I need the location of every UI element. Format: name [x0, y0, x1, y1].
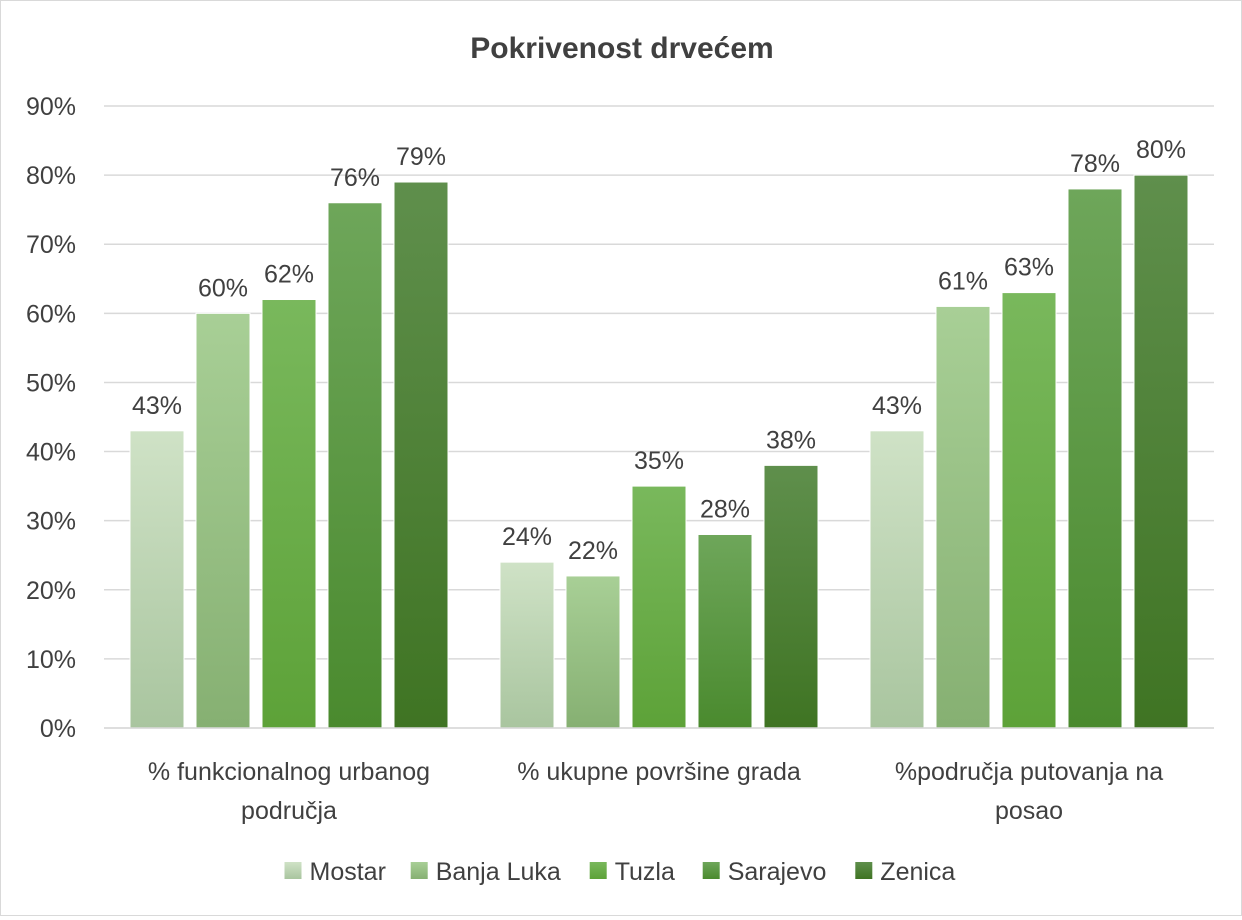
bar-mostar [499, 561, 555, 729]
legend: Mostar Banja Luka Tuzla Sarajevo Zenica [284, 858, 955, 886]
bar-banja-luka [935, 305, 991, 729]
x-axis: % funkcionalnog urbanog područja % ukupne … [104, 727, 1214, 825]
legend-swatch [589, 862, 607, 879]
data-label: 78% [1070, 150, 1120, 178]
legend-item-banja-luka: Banja Luka [410, 858, 561, 886]
y-tick-label: 30% [26, 508, 76, 536]
y-tick-label: 80% [26, 162, 76, 190]
legend-label: Mostar [310, 858, 386, 886]
chart-title: Pokrivenost drvećem [470, 32, 773, 65]
data-label: 80% [1136, 136, 1186, 164]
bar-sarajevo [1067, 188, 1123, 729]
data-label: 22% [568, 537, 618, 565]
data-label: 61% [938, 267, 988, 295]
y-tick-label: 60% [26, 300, 76, 328]
bar-banja-luka [565, 575, 621, 729]
bar-tuzla [1001, 292, 1057, 729]
legend-swatch [284, 862, 302, 879]
x-category-label: % ukupne površine grada [517, 758, 801, 786]
y-tick-label: 20% [26, 577, 76, 605]
legend-label: Banja Luka [436, 858, 561, 886]
bar-sarajevo [697, 533, 753, 729]
y-tick-label: 50% [26, 369, 76, 397]
y-tick-label: 40% [26, 439, 76, 467]
legend-label: Zenica [880, 858, 955, 886]
bar-zenica [763, 464, 819, 729]
data-label: 63% [1004, 254, 1054, 282]
bar-banja-luka [195, 312, 251, 729]
legend-item-sarajevo: Sarajevo [702, 858, 827, 886]
data-labels: 43% 60% 62% 76% 79% 24% 22% 35% 28% 38% 43% 61% 63% 7… [132, 136, 1186, 565]
legend-item-mostar: Mostar [284, 858, 386, 886]
data-label: 28% [700, 495, 750, 523]
legend-item-tuzla: Tuzla [589, 858, 675, 886]
y-tick-label: 0% [40, 715, 76, 743]
data-label: 43% [872, 392, 922, 420]
bar-zenica [1133, 174, 1189, 729]
x-category-label: %područja putovanja na posao [895, 758, 1163, 825]
y-tick-label: 10% [26, 646, 76, 674]
y-tick-label: 70% [26, 231, 76, 259]
y-tick-label: 90% [26, 93, 76, 121]
data-label: 76% [330, 164, 380, 192]
data-label: 62% [264, 261, 314, 289]
bar-sarajevo [327, 202, 383, 729]
data-label: 38% [766, 426, 816, 454]
data-label: 35% [634, 447, 684, 475]
y-axis: 0% 10% 20% 30% 40% 50% 60% 70% 80% 90% [26, 93, 76, 743]
data-label: 43% [132, 392, 182, 420]
legend-swatch [410, 862, 428, 879]
legend-swatch [702, 862, 720, 879]
bar-tuzla [631, 485, 687, 729]
legend-swatch [855, 862, 873, 879]
legend-label: Sarajevo [728, 858, 827, 886]
bar-zenica [393, 181, 449, 729]
x-category-label: % funkcionalnog urbanog područja [148, 758, 430, 825]
bar-mostar [869, 430, 925, 729]
bar-mostar [129, 430, 185, 729]
legend-item-zenica: Zenica [855, 858, 955, 886]
data-label: 24% [502, 523, 552, 551]
legend-label: Tuzla [615, 858, 675, 886]
data-label: 79% [396, 143, 446, 171]
bar-tuzla [261, 299, 317, 729]
data-label: 60% [198, 274, 248, 302]
